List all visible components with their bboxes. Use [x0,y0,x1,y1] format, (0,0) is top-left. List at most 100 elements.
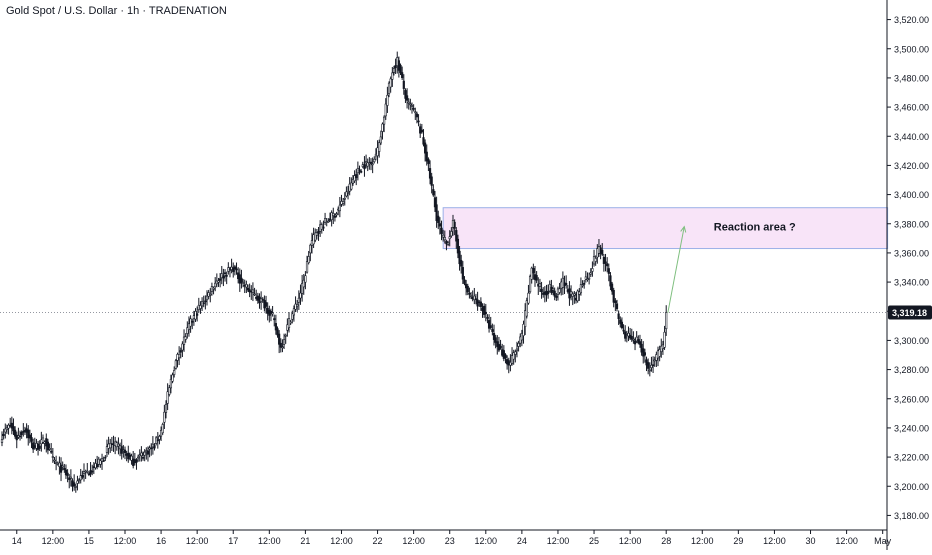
candle[interactable] [48,443,51,451]
candle[interactable] [443,230,446,244]
candle[interactable] [14,426,17,439]
candle[interactable] [479,297,482,311]
candle[interactable] [446,240,450,247]
candle[interactable] [363,156,366,177]
candle[interactable] [601,243,604,257]
candle[interactable] [514,349,517,363]
candle[interactable] [279,338,282,353]
candle[interactable] [487,314,491,333]
candle[interactable] [484,303,487,322]
candle[interactable] [12,418,15,436]
candle[interactable] [346,185,350,200]
candle[interactable] [491,323,494,336]
candle[interactable] [512,349,515,365]
candle[interactable] [5,424,9,434]
candle[interactable] [502,345,505,362]
candle[interactable] [369,158,373,171]
candle[interactable] [422,129,425,147]
candle[interactable] [38,440,41,451]
candle[interactable] [335,211,338,218]
candle[interactable] [391,66,394,87]
candle[interactable] [302,274,305,295]
candle[interactable] [427,157,430,172]
candle[interactable] [178,346,181,366]
candle[interactable] [127,445,130,463]
candle[interactable] [169,374,173,394]
candle[interactable] [163,404,166,429]
candle[interactable] [650,356,653,372]
candle[interactable] [630,328,633,342]
candle[interactable] [535,271,538,284]
candle[interactable] [458,246,461,271]
candle[interactable] [494,334,497,349]
candle[interactable] [248,283,251,298]
candle[interactable] [540,281,543,299]
candle[interactable] [278,330,281,354]
candle[interactable] [651,356,655,373]
candle[interactable] [463,276,466,286]
candle[interactable] [10,416,13,435]
candle[interactable] [289,319,292,325]
candle[interactable] [612,287,615,308]
candle[interactable] [164,400,168,419]
candle[interactable] [551,285,555,296]
candle[interactable] [240,269,243,289]
candle[interactable] [15,431,18,449]
candle[interactable] [483,303,486,318]
candle[interactable] [143,449,146,462]
candle[interactable] [407,98,410,110]
candle[interactable] [296,300,299,312]
candle[interactable] [168,384,171,397]
candle[interactable] [281,339,284,353]
candle[interactable] [140,446,143,462]
candle[interactable] [581,280,584,288]
candle[interactable] [404,88,407,104]
candle[interactable] [368,157,371,170]
candle[interactable] [59,457,63,482]
candle[interactable] [627,326,630,342]
candle[interactable] [620,317,624,330]
candle[interactable] [420,123,423,134]
candle[interactable] [123,446,127,460]
candle[interactable] [371,157,374,174]
candle[interactable] [317,226,320,241]
candle[interactable] [343,192,346,206]
candle[interactable] [364,154,368,169]
candle[interactable] [410,102,414,114]
candle[interactable] [294,296,297,313]
candle[interactable] [86,462,89,474]
candle[interactable] [386,86,389,113]
candle[interactable] [409,98,412,111]
candle[interactable] [524,303,527,336]
candle[interactable] [327,218,330,223]
candle[interactable] [63,463,66,473]
candle[interactable] [624,325,627,342]
candle[interactable] [648,362,651,377]
candle[interactable] [309,243,312,262]
candle[interactable] [663,325,666,350]
candle[interactable] [222,268,225,287]
candle[interactable] [622,324,625,335]
candle[interactable] [401,66,404,80]
candle[interactable] [245,280,248,294]
candle[interactable] [291,310,294,324]
candle[interactable] [460,254,463,274]
candle[interactable] [345,186,348,198]
candle[interactable] [69,469,72,487]
candle[interactable] [394,58,397,75]
candle[interactable] [442,229,445,242]
candle[interactable] [227,262,230,275]
candle[interactable] [455,227,458,249]
candle[interactable] [46,438,50,455]
candle[interactable] [555,293,558,301]
candle[interactable] [504,353,507,364]
candle[interactable] [305,255,309,274]
candle[interactable] [274,314,277,335]
candle[interactable] [4,423,7,439]
candle[interactable] [214,277,217,292]
candle[interactable] [476,291,479,311]
candle[interactable] [583,279,586,289]
candle[interactable] [27,425,30,446]
candle[interactable] [135,458,138,470]
candle[interactable] [233,264,236,276]
